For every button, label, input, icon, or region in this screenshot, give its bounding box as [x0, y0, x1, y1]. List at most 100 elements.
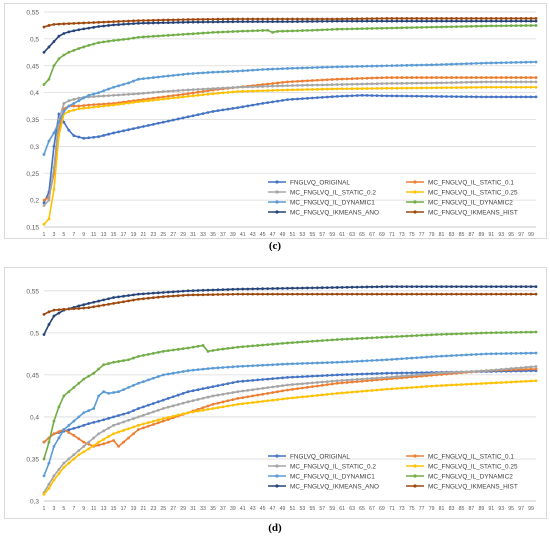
data-point	[390, 82, 394, 85]
series-mc-fnglvq-ikmeans-ano	[42, 285, 538, 336]
legend-item: MC_FNGLVQ_IKMEANS_HIST	[406, 209, 518, 216]
data-point	[325, 380, 329, 384]
data-point	[236, 397, 240, 400]
legend-marker	[275, 200, 279, 204]
data-point	[87, 43, 91, 47]
data-point	[201, 17, 205, 21]
x-tick-label: 59	[329, 506, 335, 512]
data-point	[494, 85, 498, 89]
data-point	[465, 95, 468, 99]
data-point	[87, 103, 91, 107]
data-point	[484, 85, 488, 89]
data-point	[146, 378, 150, 382]
data-point	[156, 350, 160, 354]
data-point	[52, 131, 56, 135]
data-point	[261, 343, 265, 347]
data-point	[340, 360, 344, 364]
data-point	[256, 102, 260, 106]
data-point	[281, 81, 284, 84]
x-tick-label: 95	[508, 232, 514, 238]
data-point	[440, 17, 443, 20]
data-point	[196, 113, 200, 117]
data-point	[87, 26, 91, 30]
data-point	[350, 390, 354, 394]
data-point	[286, 67, 289, 70]
data-point	[211, 20, 215, 24]
legend-label: MC_FNGLVQ_IKMEANS_HIST	[428, 483, 518, 490]
data-point	[340, 17, 344, 21]
data-point	[87, 106, 91, 110]
x-tick-label: 33	[200, 232, 206, 238]
data-point	[450, 95, 453, 98]
data-point	[231, 90, 235, 94]
data-point	[325, 83, 329, 87]
data-point	[47, 198, 51, 202]
data-point	[330, 292, 334, 296]
data-point	[201, 406, 205, 410]
data-point	[107, 416, 111, 420]
data-point	[236, 292, 240, 296]
data-point	[286, 286, 289, 290]
data-point	[236, 29, 240, 33]
data-point	[425, 86, 429, 90]
data-point	[226, 404, 230, 408]
data-point	[529, 292, 533, 296]
data-point	[360, 359, 364, 363]
x-tick-label: 49	[280, 232, 286, 238]
series-line	[43, 331, 537, 460]
data-point	[276, 398, 279, 402]
data-point	[231, 346, 235, 350]
data-point	[251, 292, 255, 296]
data-point	[281, 67, 284, 71]
data-point	[430, 86, 434, 90]
data-point	[375, 388, 379, 392]
data-point	[171, 294, 175, 298]
data-point	[102, 102, 106, 106]
data-point	[310, 28, 314, 32]
data-point	[296, 20, 299, 23]
data-point	[479, 80, 483, 84]
data-point	[261, 399, 265, 403]
data-point	[181, 412, 185, 416]
data-point	[484, 292, 488, 296]
x-tick-label: 69	[379, 232, 385, 238]
x-tick-label: 67	[369, 506, 375, 512]
data-point	[430, 333, 434, 337]
x-tick-label: 17	[121, 506, 127, 512]
data-point	[261, 386, 265, 390]
data-point	[186, 115, 190, 119]
data-point	[524, 292, 528, 296]
data-point	[385, 19, 389, 23]
data-point	[330, 286, 334, 289]
data-point	[241, 20, 245, 24]
data-point	[534, 365, 538, 368]
data-point	[156, 34, 160, 38]
legend-marker	[413, 190, 417, 194]
data-point	[92, 436, 96, 440]
data-point	[97, 432, 101, 436]
x-tick-label: 29	[180, 232, 186, 238]
data-point	[186, 72, 190, 76]
data-point	[420, 356, 424, 359]
data-point	[156, 75, 160, 79]
data-point	[484, 331, 488, 335]
data-point	[425, 63, 429, 67]
x-tick-label: 59	[329, 232, 335, 238]
data-point	[519, 60, 523, 64]
data-point	[355, 19, 359, 23]
data-point	[161, 75, 165, 78]
data-point	[301, 395, 304, 399]
data-point	[385, 76, 389, 79]
data-point	[380, 371, 384, 375]
data-point	[310, 286, 314, 290]
data-point	[455, 383, 458, 387]
data-point	[315, 19, 319, 23]
data-point	[340, 94, 344, 98]
y-tick-label: 0,4	[30, 90, 39, 97]
data-point	[494, 368, 498, 372]
data-point	[345, 27, 349, 31]
data-point	[405, 285, 409, 289]
data-point	[122, 300, 125, 304]
data-point	[296, 84, 299, 87]
data-point	[196, 398, 200, 401]
